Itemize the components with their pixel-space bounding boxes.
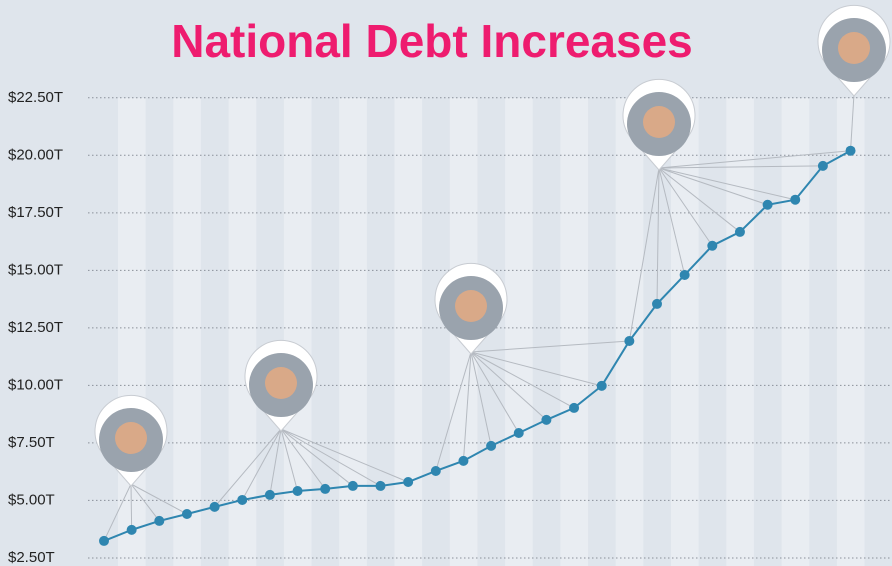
marker [734,226,745,237]
connector [658,167,796,201]
connector [435,351,472,472]
connector [269,428,282,495]
connector [130,483,160,522]
connector [280,428,381,487]
stripe [394,98,423,566]
stripe [505,98,533,566]
y-tick-label: $10.00T [8,376,63,393]
connector [470,351,520,434]
connector [850,93,855,151]
connector [280,428,326,490]
stripe [118,98,146,566]
marker [292,485,303,496]
connector [462,351,472,461]
marker [679,269,690,280]
marker [430,465,441,476]
marker [320,483,331,494]
marker [403,477,414,488]
stripe [781,98,810,566]
connector [280,428,299,492]
stripe [726,98,754,566]
marker [264,489,275,500]
connector [280,428,354,487]
pin-connectors [103,93,855,542]
y-tick-label: $20.00T [8,146,63,163]
stripe [339,98,367,566]
connector [658,165,823,169]
portrait-face [115,422,147,454]
plot: $2.50T $5.00T $7.50T $10.00T $12.50T $15.00T $… [8,4,892,566]
connector [130,483,188,515]
connector [470,351,492,447]
marker [347,480,358,491]
y-tick-label: $7.50T [8,434,55,451]
marker [154,515,165,526]
connector [628,167,660,342]
marker [541,414,552,425]
marker [652,298,662,309]
marker [486,440,497,451]
connector [130,483,133,530]
y-tick-label: $12.50T [8,319,63,336]
portrait-face [643,106,675,138]
marker [375,480,386,491]
marker [237,494,248,505]
y-tick-label: $2.50T [8,549,55,566]
connector [214,428,282,508]
chart-title: National Debt Increases [171,15,693,67]
portrait-face [838,32,870,64]
marker [181,509,192,520]
y-tick-label: $15.00T [8,261,63,278]
stripe [560,98,589,566]
connector [658,167,686,276]
marker [790,194,801,205]
connector [656,167,660,304]
connector [470,351,547,421]
marker [209,501,220,512]
marker [817,160,828,171]
connector [658,167,741,233]
connector [658,167,768,206]
stripe [173,98,201,566]
marker [513,428,524,439]
marker [596,380,607,391]
connector [241,428,282,501]
stripe [836,98,865,566]
portrait-face [455,290,487,322]
marker [707,240,718,251]
marker [624,335,635,346]
connector [470,351,602,387]
marker [458,455,469,466]
y-tick-label: $17.50T [8,204,63,221]
connector [658,150,851,169]
connector [470,340,630,353]
marker [569,402,580,413]
connector [658,167,713,247]
stripe [615,98,644,566]
connector [103,483,132,542]
portrait-face [265,367,297,399]
marker [99,535,109,546]
marker [845,145,856,156]
marker [126,524,137,535]
connector [470,351,575,409]
connector [280,428,409,483]
marker [762,199,773,210]
y-tick-label: $22.50T [8,89,63,106]
stripe [228,98,257,566]
y-tick-label: $5.00T [8,491,55,508]
line [103,149,852,542]
